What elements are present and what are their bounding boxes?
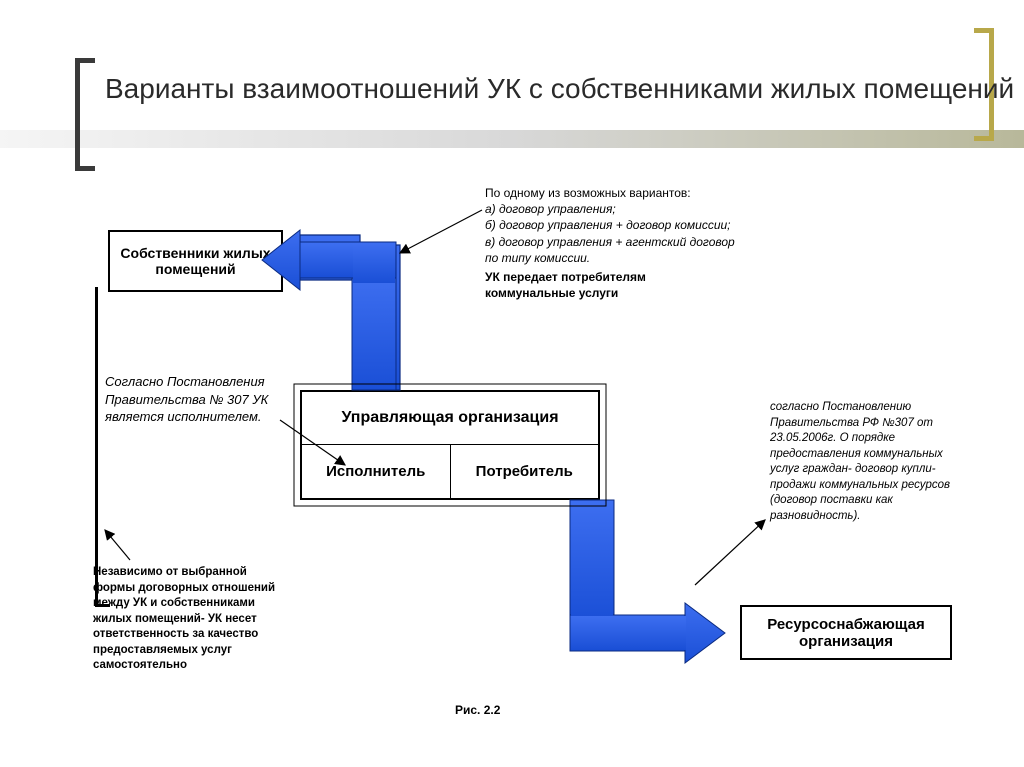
variant-c: в) договор управления + агентский догово… xyxy=(485,234,735,266)
arrow-uk-to-owners xyxy=(300,235,400,390)
uk-main-label: Управляющая организация xyxy=(302,392,598,445)
slide-title: Варианты взаимоотношений УК с собственни… xyxy=(105,68,1014,110)
box-owners: Собственники жилых помещений xyxy=(108,230,283,292)
uk-consumer-label: Потребитель xyxy=(451,445,599,498)
box-management-org: Управляющая организация Исполнитель Потр… xyxy=(300,390,600,500)
block-arrow-down-right xyxy=(570,500,725,663)
variant-bold: УК передает потребителям коммунальные ус… xyxy=(485,269,735,301)
variant-b: б) договор управления + договор комиссии… xyxy=(485,217,735,233)
variant-intro: По одному из возможных вариантов: xyxy=(485,185,735,201)
variant-a: а) договор управления; xyxy=(485,201,735,217)
pointer-rso-contract xyxy=(695,520,765,585)
header-gradient-bar xyxy=(0,130,1024,148)
uk-executor-label: Исполнитель xyxy=(302,445,451,498)
box-resource-org: Ресурсоснабжающая организация xyxy=(740,605,952,660)
annotation-rso-contract: согласно Постановлению Правительства РФ … xyxy=(770,400,975,524)
connector-line-left xyxy=(95,287,110,607)
title-bracket-left xyxy=(75,58,95,171)
annotation-responsibility: Независимо от выбранной формы договорных… xyxy=(93,565,288,674)
annotation-contract-variants: По одному из возможных вариантов: а) дог… xyxy=(485,185,735,301)
pointer-variants xyxy=(400,210,482,253)
figure-label: Рис. 2.2 xyxy=(455,703,500,717)
annotation-decree-307: Согласно Постановления Правительства № 3… xyxy=(105,373,280,426)
diagram-canvas: Собственники жилых помещений Управляющая… xyxy=(0,185,1024,767)
